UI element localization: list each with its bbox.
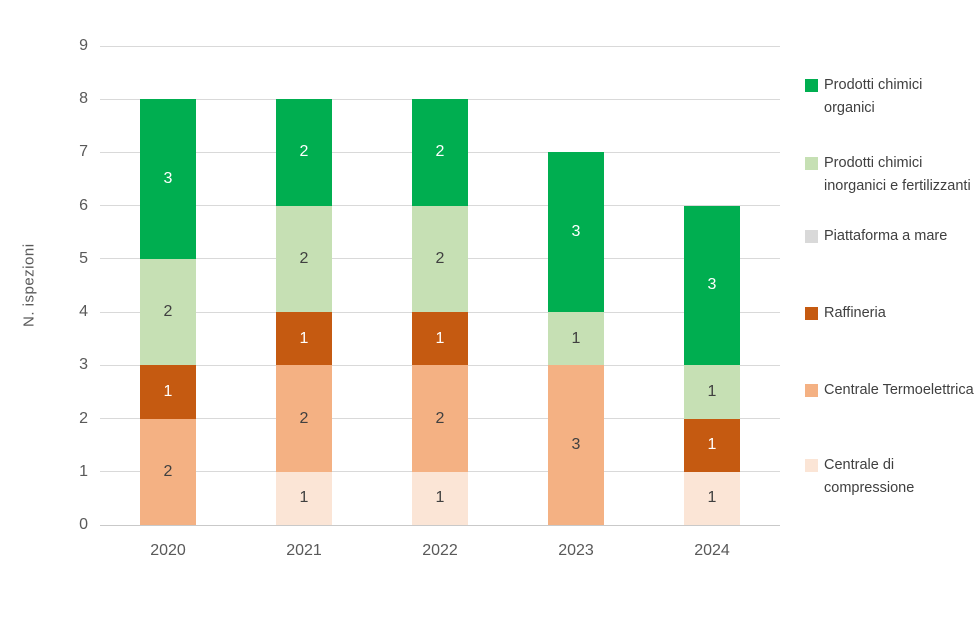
bar-segment: 1 xyxy=(684,471,740,525)
legend-label: Raffineria xyxy=(824,305,886,321)
bar-segment: 2 xyxy=(276,365,332,472)
bar-segment-label: 1 xyxy=(299,489,309,507)
bar-segment-label: 2 xyxy=(435,409,445,427)
bar-segment-label: 3 xyxy=(707,276,717,294)
legend-marker xyxy=(805,79,818,92)
bar-segment-label: 3 xyxy=(163,170,173,188)
bar-segment-label: 3 xyxy=(571,223,581,241)
x-tick-label: 2022 xyxy=(422,542,458,559)
legend-item: Prodotti chimici inorganici e fertilizza… xyxy=(805,152,976,198)
bar-segment: 2 xyxy=(412,365,468,472)
gridline-y-9 xyxy=(100,45,780,47)
legend-label: Centrale Termoelettrica xyxy=(824,382,974,398)
bar-segment: 1 xyxy=(276,471,332,525)
legend-label: Prodotti chimici organici xyxy=(824,77,923,116)
bar-segment: 1 xyxy=(684,418,740,472)
y-tick-label: 5 xyxy=(79,249,88,267)
bar-segment-label: 1 xyxy=(435,489,445,507)
y-tick-label: 3 xyxy=(79,356,88,374)
bar-segment-label: 2 xyxy=(299,143,309,161)
bar-segment: 1 xyxy=(276,312,332,366)
legend-marker xyxy=(805,307,818,320)
bar-segment-label: 1 xyxy=(299,329,309,347)
x-tick-label: 2020 xyxy=(150,542,186,559)
bar-segment: 3 xyxy=(684,205,740,366)
bar-segment: 1 xyxy=(140,365,196,419)
y-tick-label: 4 xyxy=(79,303,88,321)
legend-item: Raffineria xyxy=(805,302,976,325)
bar-segment: 1 xyxy=(684,365,740,419)
bar-segment: 2 xyxy=(140,258,196,366)
y-tick-label: 0 xyxy=(79,516,88,533)
bar-segment-label: 3 xyxy=(571,436,581,454)
bar-segment-label: 1 xyxy=(707,489,717,507)
gridline-y-0 xyxy=(100,524,780,526)
legend-marker xyxy=(805,157,818,170)
legend-label: Piattaforma a mare xyxy=(824,228,948,244)
legend-label: Prodotti chimici inorganici e fertilizza… xyxy=(824,155,971,194)
bar-segment: 3 xyxy=(140,99,196,259)
y-tick-label: 6 xyxy=(79,196,88,214)
y-tick-label: 2 xyxy=(79,409,88,427)
bar-segment: 3 xyxy=(548,152,604,313)
x-tick-label: 2023 xyxy=(558,542,594,559)
bar-segment-label: 2 xyxy=(435,143,445,161)
legend-item: Piattaforma a mare xyxy=(805,225,976,248)
bar-segment-label: 1 xyxy=(707,436,717,454)
bar-segment-label: 2 xyxy=(299,409,309,427)
legend-item: Centrale Termoelettrica xyxy=(805,379,976,402)
legend-marker xyxy=(805,384,818,397)
legend-marker xyxy=(805,459,818,472)
y-tick-label: 9 xyxy=(79,37,88,54)
legend-item: Prodotti chimici organici xyxy=(805,74,976,120)
bar-segment: 1 xyxy=(412,312,468,366)
bar-segment: 1 xyxy=(412,471,468,525)
legend-label: Centrale di compressione xyxy=(824,457,915,496)
bar-segment: 2 xyxy=(276,205,332,313)
bar-segment-label: 1 xyxy=(707,382,717,400)
y-tick-label: 1 xyxy=(79,462,88,480)
bar-segment-label: 1 xyxy=(571,329,581,347)
legend-marker xyxy=(805,230,818,243)
bar-segment: 2 xyxy=(412,99,468,206)
bar-segment-label: 2 xyxy=(435,249,445,267)
y-tick-label: 7 xyxy=(79,143,88,161)
legend-item: Centrale di compressione xyxy=(805,454,976,500)
bar-segment: 1 xyxy=(548,312,604,366)
bar-segment-label: 2 xyxy=(163,462,173,480)
x-tick-label: 2021 xyxy=(286,542,322,559)
bar-segment-label: 1 xyxy=(163,382,173,400)
bar-segment: 2 xyxy=(140,418,196,525)
bar-segment-label: 2 xyxy=(163,303,173,321)
bar-segment: 3 xyxy=(548,365,604,525)
x-tick-label: 2024 xyxy=(694,542,730,559)
y-tick-label: 8 xyxy=(79,90,88,108)
bar-segment-label: 1 xyxy=(435,329,445,347)
bar-segment: 2 xyxy=(412,205,468,313)
bar-segment-label: 2 xyxy=(299,249,309,267)
bar-segment: 2 xyxy=(276,99,332,206)
